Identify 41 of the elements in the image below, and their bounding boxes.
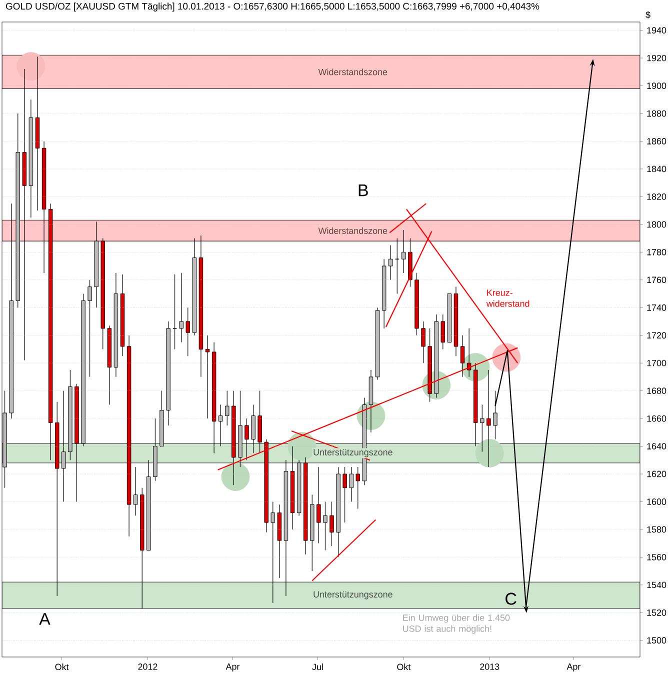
x-tick-label: Jul xyxy=(312,664,323,670)
y-axis-title: $ xyxy=(646,11,650,18)
y-tick-label: 1840 xyxy=(647,166,666,172)
y-tick-label: 1860 xyxy=(647,138,666,144)
y-tick-label: 1700 xyxy=(647,360,666,366)
x-tick-label: Okt xyxy=(397,664,411,670)
x-tick-label: 2013 xyxy=(480,664,500,670)
y-tick-label: 1780 xyxy=(647,248,666,256)
y-tick-label: 1500 xyxy=(647,637,666,644)
y-tick-label: 1560 xyxy=(647,554,666,560)
x-tick-label: Apr xyxy=(566,664,581,672)
y-tick-label: 1920 xyxy=(647,54,666,62)
band-label: Unterstützungszone xyxy=(314,449,392,458)
annotation: C xyxy=(506,592,516,605)
annotation: Kreuz- widerstand xyxy=(486,290,530,307)
y-tick-label: 1640 xyxy=(647,443,666,450)
chart-title: GOLD USD/OZ [XAUUSD GTM Täglich] 10.01.2013 - O:1657,6300 H:1665,5000 L:1653,5000 C:1663,7999 +6,7000 +0,4043% xyxy=(6,2,540,12)
x-tick-label: Apr xyxy=(226,664,240,672)
y-tick-label: 1540 xyxy=(647,582,666,588)
annotation: B xyxy=(358,184,368,196)
annotation: Ein Umweg über die 1.450 USD ist auch möglich! xyxy=(403,614,510,634)
y-tick-label: 1720 xyxy=(647,332,666,339)
x-tick-label: 2012 xyxy=(138,664,158,670)
annotation: A xyxy=(39,613,50,625)
y-tick-label: 1740 xyxy=(647,304,666,311)
band-label: Widerstandszone xyxy=(318,227,388,234)
y-tick-label: 1820 xyxy=(647,194,666,200)
band-label: Widerstandszone xyxy=(318,68,388,76)
y-tick-label: 1680 xyxy=(647,388,666,394)
y-tick-label: 1800 xyxy=(647,221,666,228)
band-label: Unterstützungszone xyxy=(314,591,392,600)
y-tick-label: 1660 xyxy=(647,415,666,422)
y-tick-label: 1600 xyxy=(647,498,666,505)
y-tick-label: 1520 xyxy=(647,609,666,616)
y-tick-label: 1900 xyxy=(647,82,666,89)
y-tick-label: 1760 xyxy=(647,276,666,284)
y-tick-label: 1580 xyxy=(647,526,666,533)
x-tick-label: Okt xyxy=(55,664,69,670)
y-tick-label: 1940 xyxy=(647,27,666,34)
y-tick-label: 1880 xyxy=(647,110,666,117)
y-tick-label: 1620 xyxy=(647,470,666,478)
